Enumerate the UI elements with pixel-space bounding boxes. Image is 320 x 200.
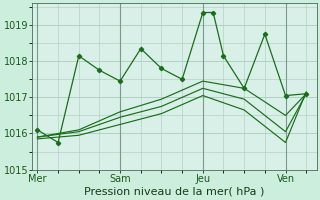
- X-axis label: Pression niveau de la mer( hPa ): Pression niveau de la mer( hPa ): [84, 187, 265, 197]
